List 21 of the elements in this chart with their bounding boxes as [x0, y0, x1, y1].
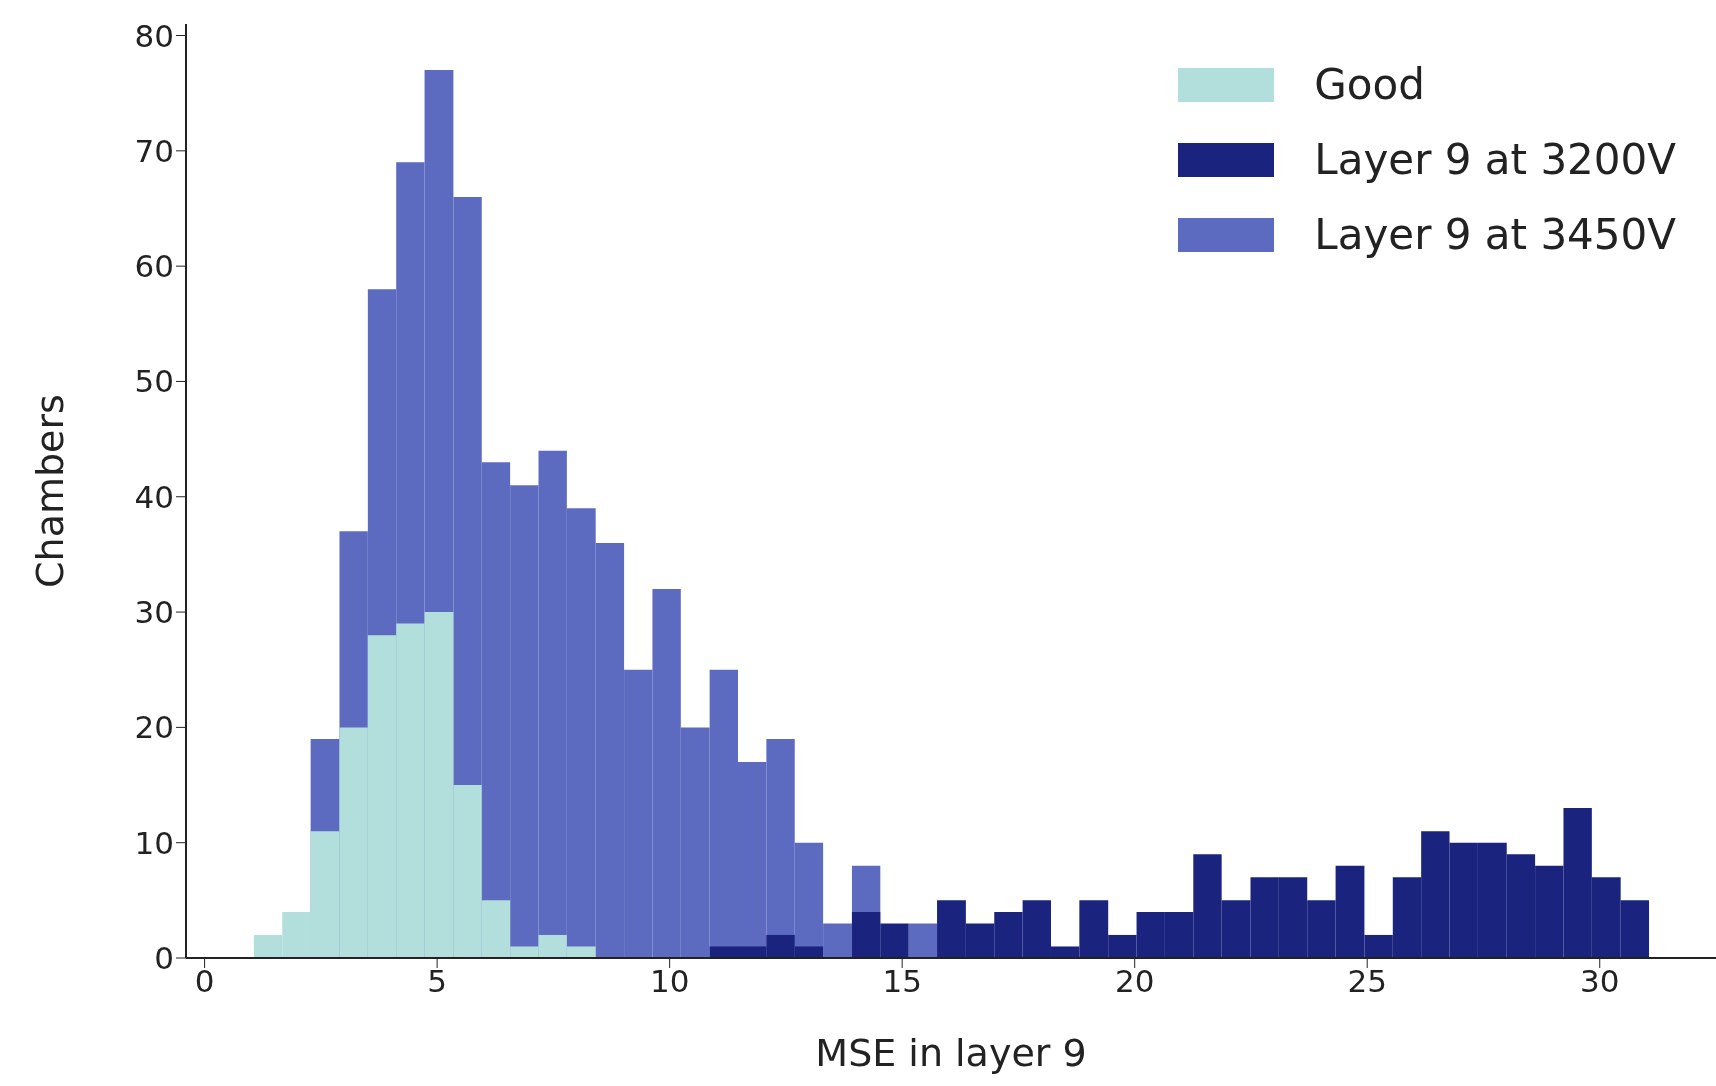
y-tick-label: 70 — [134, 132, 174, 169]
y-axis-title: Chambers — [28, 394, 73, 588]
y-tick-label: 60 — [134, 248, 174, 285]
legend-label: Layer 9 at 3200V — [1314, 135, 1676, 184]
x-tick-label: 25 — [1347, 963, 1387, 1000]
x-axis-title: MSE in layer 9 — [815, 1031, 1087, 1075]
y-tick-label: 20 — [134, 709, 174, 746]
y-tick-label: 0 — [154, 940, 174, 977]
y-tick-label: 50 — [134, 363, 174, 400]
y-tick-label: 10 — [134, 824, 174, 861]
legend-label: Good — [1314, 60, 1425, 109]
x-tick-label: 30 — [1580, 963, 1620, 1000]
x-tick-label: 10 — [649, 963, 690, 1000]
y-tick-label: 80 — [134, 17, 174, 54]
y-tick-label: 30 — [134, 594, 174, 631]
y-tick-label: 40 — [134, 478, 174, 515]
x-tick-label: 15 — [882, 963, 922, 1000]
legend-label: Layer 9 at 3450V — [1314, 210, 1676, 259]
x-tick-label: 0 — [194, 963, 215, 1000]
x-tick-label: 5 — [427, 963, 447, 1000]
x-tick-label: 20 — [1114, 963, 1155, 1000]
